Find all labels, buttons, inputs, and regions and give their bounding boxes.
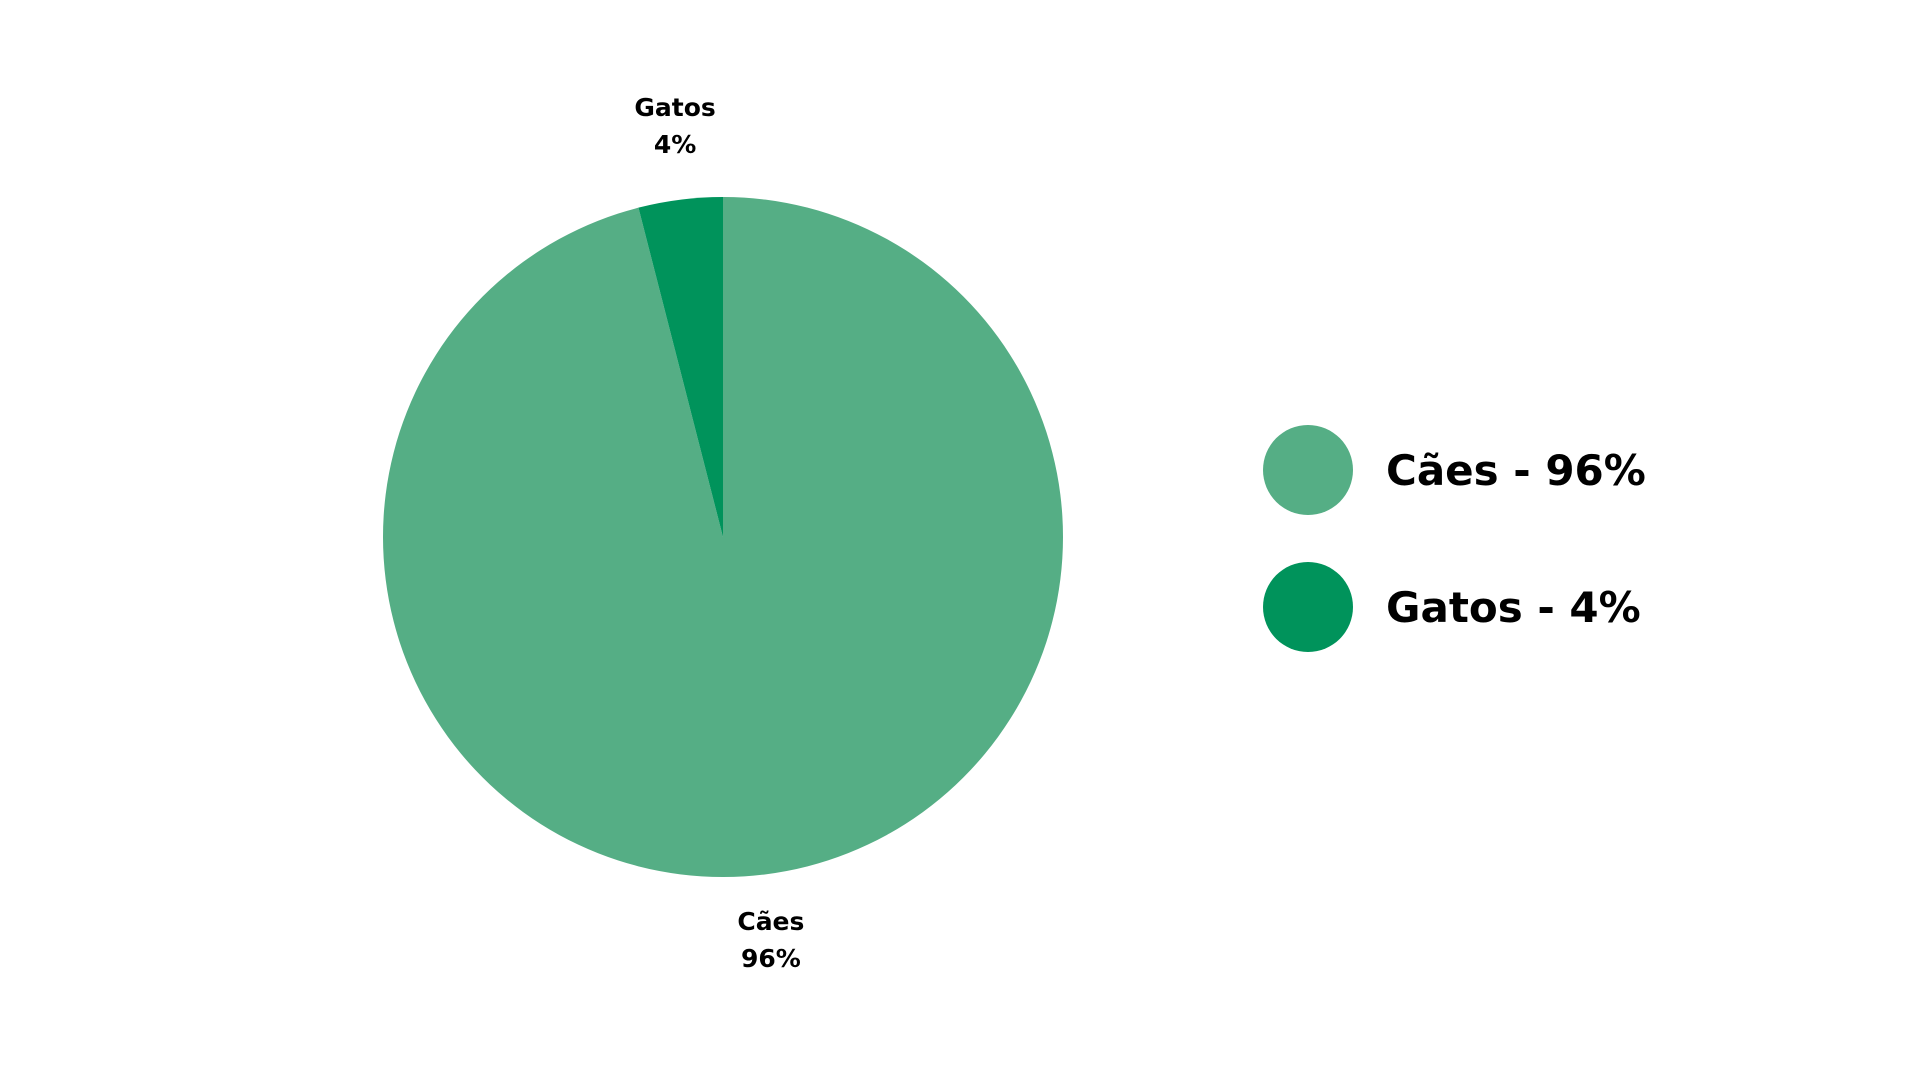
legend-swatch [1263, 425, 1353, 515]
legend-item-gatos: Gatos - 4% [1263, 562, 1641, 652]
slice-label-gatos: Gatos 4% [634, 93, 715, 159]
legend-label: Gatos - 4% [1386, 583, 1641, 632]
slice-label-name: Cães [737, 907, 804, 936]
slice-label-value: 4% [654, 130, 696, 159]
legend: Cães - 96% Gatos - 4% [1263, 425, 1646, 652]
slice-label-caes: Cães 96% [737, 907, 804, 973]
legend-item-caes: Cães - 96% [1263, 425, 1646, 515]
legend-label: Cães - 96% [1386, 446, 1646, 495]
slice-label-value: 96% [741, 944, 801, 973]
pie-slice-gatos [638, 197, 723, 537]
slice-label-name: Gatos [634, 93, 715, 122]
pie-slices [382, 197, 1063, 877]
legend-swatch [1263, 562, 1353, 652]
pie-slice-labels: Cães 96% Gatos 4% [634, 93, 804, 973]
